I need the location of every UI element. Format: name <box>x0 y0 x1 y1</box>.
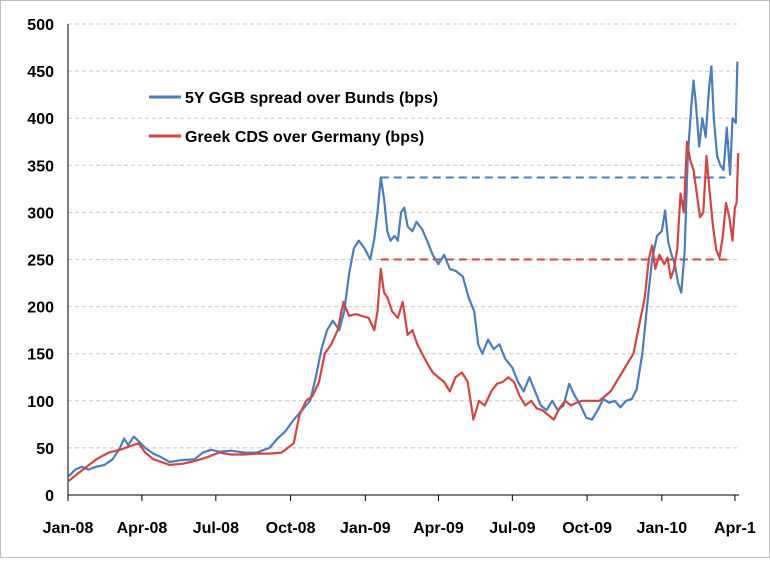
y-axis-ticks: 0 50 100 150 200 250 300 350 400 450 500 <box>27 17 54 505</box>
x-axis-ticks: Jan-08 Apr-08 Jul-08 Oct-08 Jan-09 Apr-09 Jul-… <box>43 495 756 537</box>
x-tick-label: Apr-09 <box>413 520 464 537</box>
x-tick-label: Apr-08 <box>117 520 168 537</box>
legend: 5Y GGB spread over Bunds (bps) Greek CDS … <box>149 90 438 146</box>
y-tick-label: 400 <box>27 111 54 128</box>
axes <box>67 24 739 496</box>
x-tick-label: Jan-10 <box>636 520 687 537</box>
legend-label-1: 5Y GGB spread over Bunds (bps) <box>185 90 438 107</box>
x-tick-label: Jan-08 <box>43 520 94 537</box>
x-tick-label: Oct-08 <box>266 520 316 537</box>
y-tick-label: 350 <box>27 158 54 175</box>
legend-label-2: Greek CDS over Germany (bps) <box>185 129 424 146</box>
x-tick-label: Jan-09 <box>340 520 391 537</box>
series-line-2 <box>68 140 740 482</box>
y-tick-label: 0 <box>45 488 54 505</box>
x-tick-label: Oct-09 <box>562 520 612 537</box>
x-tick-label: Apr-1 <box>714 520 756 537</box>
y-tick-label: 450 <box>27 64 54 81</box>
x-tick-label: Jul-09 <box>489 520 535 537</box>
x-tick-label: Jul-08 <box>193 520 239 537</box>
y-tick-label: 300 <box>27 205 54 222</box>
series-lines <box>68 61 740 482</box>
series-line-1 <box>68 61 739 477</box>
y-tick-label: 200 <box>27 300 54 317</box>
y-tick-label: 500 <box>27 17 54 34</box>
y-tick-label: 100 <box>27 394 54 411</box>
y-tick-label: 150 <box>27 347 54 364</box>
y-tick-label: 250 <box>27 253 54 270</box>
y-tick-label: 50 <box>36 441 54 458</box>
